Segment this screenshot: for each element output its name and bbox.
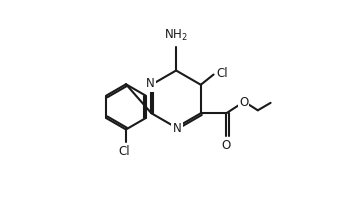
- Text: O: O: [222, 139, 231, 152]
- Text: O: O: [239, 96, 248, 109]
- Text: NH$_2$: NH$_2$: [164, 28, 188, 43]
- Text: N: N: [146, 77, 155, 90]
- Text: Cl: Cl: [216, 67, 228, 80]
- Text: N: N: [173, 122, 182, 135]
- Text: Cl: Cl: [119, 145, 130, 158]
